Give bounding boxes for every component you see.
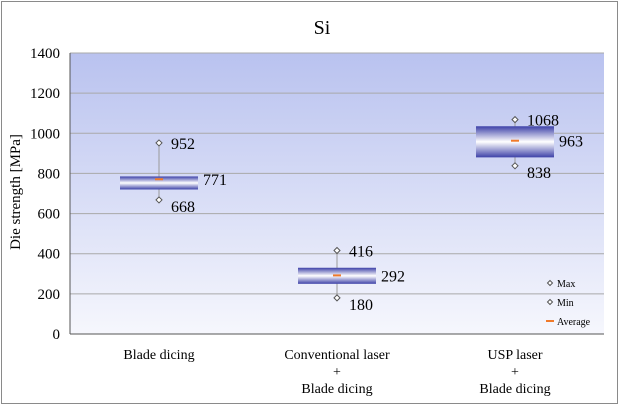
x-tick-label: Blade dicing <box>479 382 550 397</box>
legend-label: Max <box>557 279 575 290</box>
x-axis: Blade dicing Conventional laser + Blade dic… <box>123 348 550 397</box>
data-label-max: 952 <box>171 136 195 153</box>
data-label-min: 668 <box>171 199 195 216</box>
x-tick-label: Conventional laser <box>284 348 390 363</box>
data-label-avg: 963 <box>559 134 583 151</box>
data-label-avg: 292 <box>381 268 405 285</box>
y-tick-label: 1000 <box>30 126 60 142</box>
data-label-min: 838 <box>527 165 551 182</box>
x-tick-label: + <box>511 365 519 380</box>
x-tick-label: + <box>333 365 341 380</box>
box <box>476 126 554 157</box>
chart-title: Si <box>314 17 331 39</box>
data-label-avg: 771 <box>203 172 227 189</box>
x-tick-label: USP laser <box>487 348 542 363</box>
y-tick-label: 800 <box>38 166 61 182</box>
legend-label: Average <box>557 317 591 328</box>
legend-label: Min <box>557 298 574 309</box>
y-tick-label: 400 <box>38 247 61 263</box>
box-plot-chart: 0 200 400 600 800 1000 1200 1400 Blade dicing Co… <box>2 2 617 403</box>
y-tick-label: 1200 <box>30 86 60 102</box>
data-label-max: 416 <box>349 244 373 261</box>
y-tick-label: 1400 <box>30 46 60 62</box>
x-tick-label: Blade dicing <box>301 382 372 397</box>
x-tick-label: Blade dicing <box>123 348 194 363</box>
y-tick-label: 0 <box>53 327 61 343</box>
y-axis-label: Die strength [MPa] <box>8 134 24 250</box>
y-tick-label: 200 <box>38 287 61 303</box>
y-tick-label: 600 <box>38 207 61 223</box>
data-label-max: 1068 <box>527 113 559 130</box>
data-label-min: 180 <box>349 297 373 314</box>
